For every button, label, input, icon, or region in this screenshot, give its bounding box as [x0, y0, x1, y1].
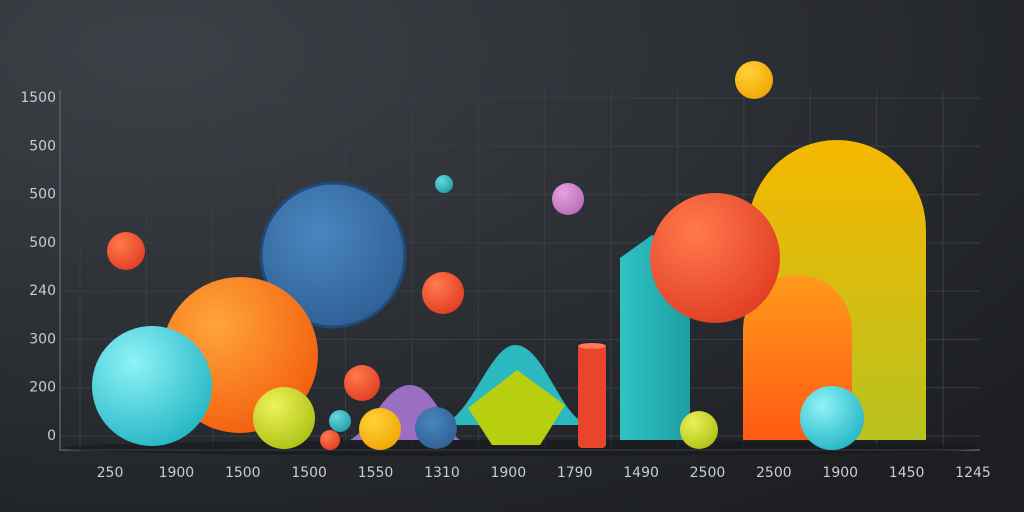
ball	[735, 61, 773, 99]
x-label: 1900	[159, 465, 195, 481]
disk	[650, 193, 780, 323]
y-label: 0	[47, 428, 56, 444]
x-label: 1500	[291, 465, 327, 481]
ball	[415, 407, 457, 449]
ball	[329, 410, 351, 432]
diamond	[468, 370, 565, 445]
x-label: 1500	[225, 465, 261, 481]
shapes	[60, 61, 980, 456]
x-label: 1450	[889, 465, 925, 481]
y-label: 200	[29, 380, 56, 396]
x-label: 1900	[490, 465, 526, 481]
ball	[800, 386, 864, 450]
x-label: 1900	[822, 465, 858, 481]
y-label: 500	[29, 138, 56, 154]
y-label: 1500	[20, 90, 56, 106]
x-label: 250	[97, 465, 124, 481]
x-label: 1550	[358, 465, 394, 481]
ball	[107, 232, 145, 270]
y-label: 500	[29, 235, 56, 251]
ball	[552, 183, 584, 215]
ball	[92, 326, 212, 446]
cylinder	[578, 345, 606, 448]
ball	[422, 272, 464, 314]
x-label: 1790	[557, 465, 593, 481]
ball	[320, 430, 340, 450]
x-label: 2500	[756, 465, 792, 481]
ball	[435, 175, 453, 193]
y-label: 300	[29, 331, 56, 347]
ball	[680, 411, 718, 449]
x-label: 1490	[623, 465, 659, 481]
ball	[344, 365, 380, 401]
ball	[253, 387, 315, 449]
ball	[359, 408, 401, 450]
y-label: 240	[29, 283, 56, 299]
x-label: 1310	[424, 465, 460, 481]
cylinder-top	[578, 343, 606, 349]
disk	[259, 181, 407, 329]
x-label: 1245	[955, 465, 991, 481]
x-label: 2500	[690, 465, 726, 481]
y-label: 500	[29, 187, 56, 203]
